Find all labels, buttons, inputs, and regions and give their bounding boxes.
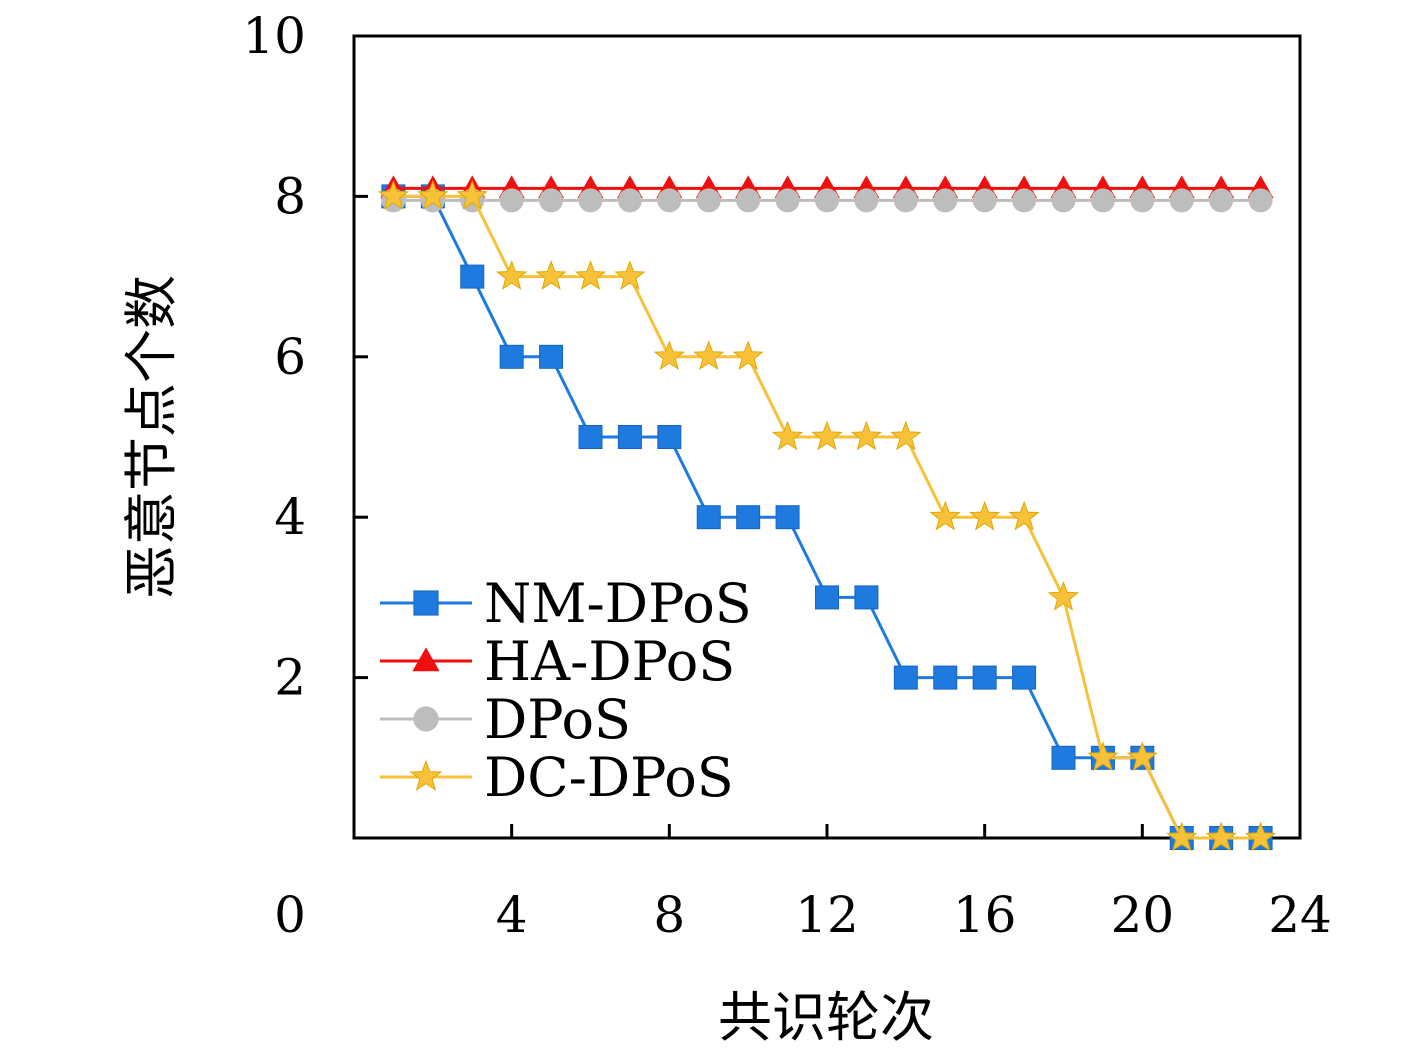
data-point-dc-dpos: [1047, 580, 1080, 611]
legend-label-dc-dpos: DC-DPoS: [484, 746, 734, 809]
data-point-dpos: [1130, 188, 1155, 213]
data-point-nm-dpos: [972, 665, 997, 690]
data-point-nm-dpos: [933, 665, 958, 690]
data-point-dpos: [1012, 188, 1037, 213]
data-point-dpos: [1248, 188, 1273, 213]
data-point-dc-dpos: [929, 500, 961, 531]
data-point-dc-dpos: [850, 420, 883, 451]
axis-ticks: 0 4 8 12 16 20 24 10 8 6 4 2: [242, 7, 1331, 944]
data-point-dpos: [854, 188, 879, 213]
data-point-dc-dpos: [535, 260, 567, 290]
data-point-dc-dpos: [1126, 741, 1158, 772]
data-point-nm-dpos: [815, 585, 839, 610]
data-point-dc-dpos: [614, 260, 646, 290]
y-tick-label: 2: [274, 649, 306, 707]
x-tick-label: 4: [496, 886, 528, 944]
x-tick-label: 24: [1268, 886, 1332, 944]
data-point-dpos: [893, 188, 918, 213]
x-axis-title: 共识轮次: [718, 986, 934, 1049]
x-tick-label: 12: [795, 886, 859, 944]
data-point-dpos: [1090, 188, 1115, 213]
data-point-nm-dpos: [1051, 745, 1076, 770]
legend-marker-dc-dpos: [409, 759, 443, 791]
data-point-nm-dpos: [617, 425, 642, 449]
data-point-dc-dpos: [732, 340, 764, 371]
x-tick-label: 0: [274, 886, 306, 944]
legend-label-nm-dpos: NM-DPoS: [484, 572, 752, 635]
data-point-nm-dpos: [499, 344, 524, 369]
data-point-nm-dpos: [460, 264, 485, 289]
legend-label-dpos: DPoS: [484, 688, 631, 751]
data-point-nm-dpos: [696, 505, 721, 530]
data-point-dpos: [578, 188, 603, 213]
data-point-dc-dpos: [574, 260, 607, 290]
data-point-dc-dpos: [377, 179, 410, 210]
y-tick-label: 8: [274, 167, 306, 225]
y-tick-label: 6: [274, 328, 306, 386]
data-point-dc-dpos: [890, 420, 922, 451]
data-point-dpos: [1209, 188, 1234, 213]
data-point-nm-dpos: [1012, 665, 1037, 690]
data-point-dpos: [933, 188, 958, 213]
data-point-dc-dpos: [417, 179, 449, 210]
data-point-dpos: [1169, 188, 1194, 213]
data-point-dc-dpos: [496, 260, 528, 290]
data-point-dc-dpos: [771, 420, 804, 451]
data-point-dc-dpos: [1008, 500, 1040, 531]
legend-marker-nm-dpos: [413, 590, 439, 616]
data-point-dc-dpos: [811, 420, 843, 451]
legend-marker-dpos: [413, 706, 439, 732]
data-point-dpos: [1051, 188, 1076, 213]
y-tick-label: 10: [242, 7, 306, 65]
data-point-dc-dpos: [693, 340, 725, 371]
data-point-dpos: [815, 188, 839, 213]
data-point-dpos: [972, 188, 997, 213]
data-point-dc-dpos: [1166, 821, 1198, 852]
data-point-nm-dpos: [736, 505, 761, 530]
series-dpos: [381, 188, 1273, 213]
data-point-dc-dpos: [1205, 821, 1237, 852]
data-point-dpos: [539, 188, 564, 213]
series-dc-dpos: [377, 179, 1277, 852]
legend-label-ha-dpos: HA-DPoS: [484, 630, 735, 693]
y-axis-title: 恶意节点个数: [120, 275, 183, 599]
data-point-nm-dpos: [578, 425, 603, 449]
data-point-nm-dpos: [657, 425, 682, 449]
data-point-dpos: [617, 188, 642, 213]
data-point-dpos: [775, 188, 800, 213]
data-point-nm-dpos: [775, 505, 800, 530]
data-point-nm-dpos: [893, 665, 918, 690]
data-point-dc-dpos: [456, 179, 488, 210]
data-point-dpos: [499, 188, 524, 213]
x-tick-label: 20: [1111, 886, 1175, 944]
data-point-dc-dpos: [653, 340, 685, 371]
data-point-dpos: [696, 188, 721, 213]
data-point-nm-dpos: [539, 344, 564, 369]
data-point-dpos: [736, 188, 761, 213]
x-tick-label: 16: [953, 886, 1017, 944]
series-layer: [377, 175, 1277, 852]
data-point-nm-dpos: [854, 585, 879, 610]
y-tick-label: 4: [274, 488, 306, 546]
legend-marker-ha-dpos: [412, 647, 440, 672]
data-point-dpos: [657, 188, 682, 213]
data-point-dc-dpos: [1244, 821, 1277, 852]
data-point-dc-dpos: [1087, 741, 1119, 772]
data-point-dc-dpos: [969, 500, 1001, 531]
x-tick-label: 8: [653, 886, 685, 944]
